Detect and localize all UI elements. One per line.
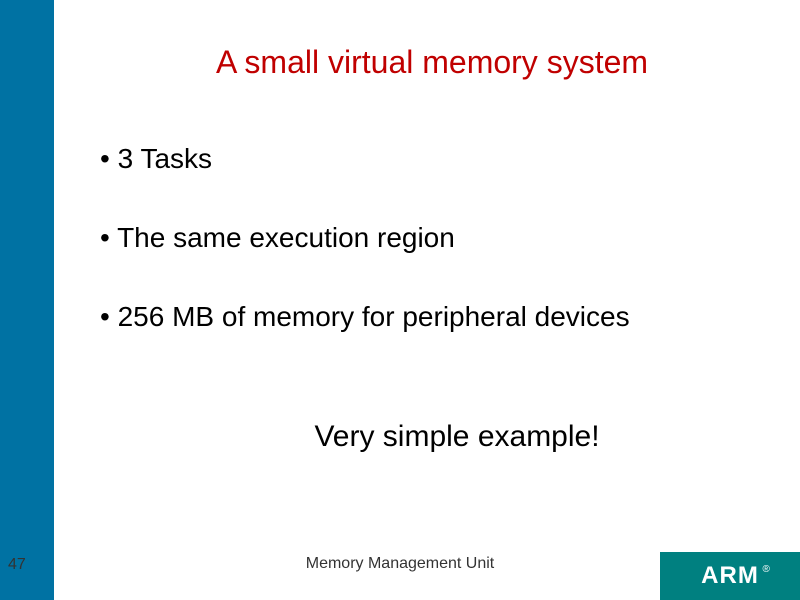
sidebar-stripe (0, 0, 54, 600)
slide-title: A small virtual memory system (54, 44, 800, 81)
slide-subtitle: Very simple example! (54, 420, 800, 454)
slide-content: A small virtual memory system 3 Tasks Th… (54, 0, 800, 600)
bullet-item: The same execution region (100, 220, 740, 255)
registered-icon: ® (762, 564, 770, 575)
bullet-item: 3 Tasks (100, 141, 740, 176)
bullet-item: 256 MB of memory for peripheral devices (100, 299, 740, 334)
logo-text: ARM ® (701, 562, 759, 590)
bullet-list: 3 Tasks The same execution region 256 MB… (100, 141, 740, 378)
logo-label: ARM (701, 562, 759, 589)
logo-badge: ARM ® (660, 552, 800, 600)
